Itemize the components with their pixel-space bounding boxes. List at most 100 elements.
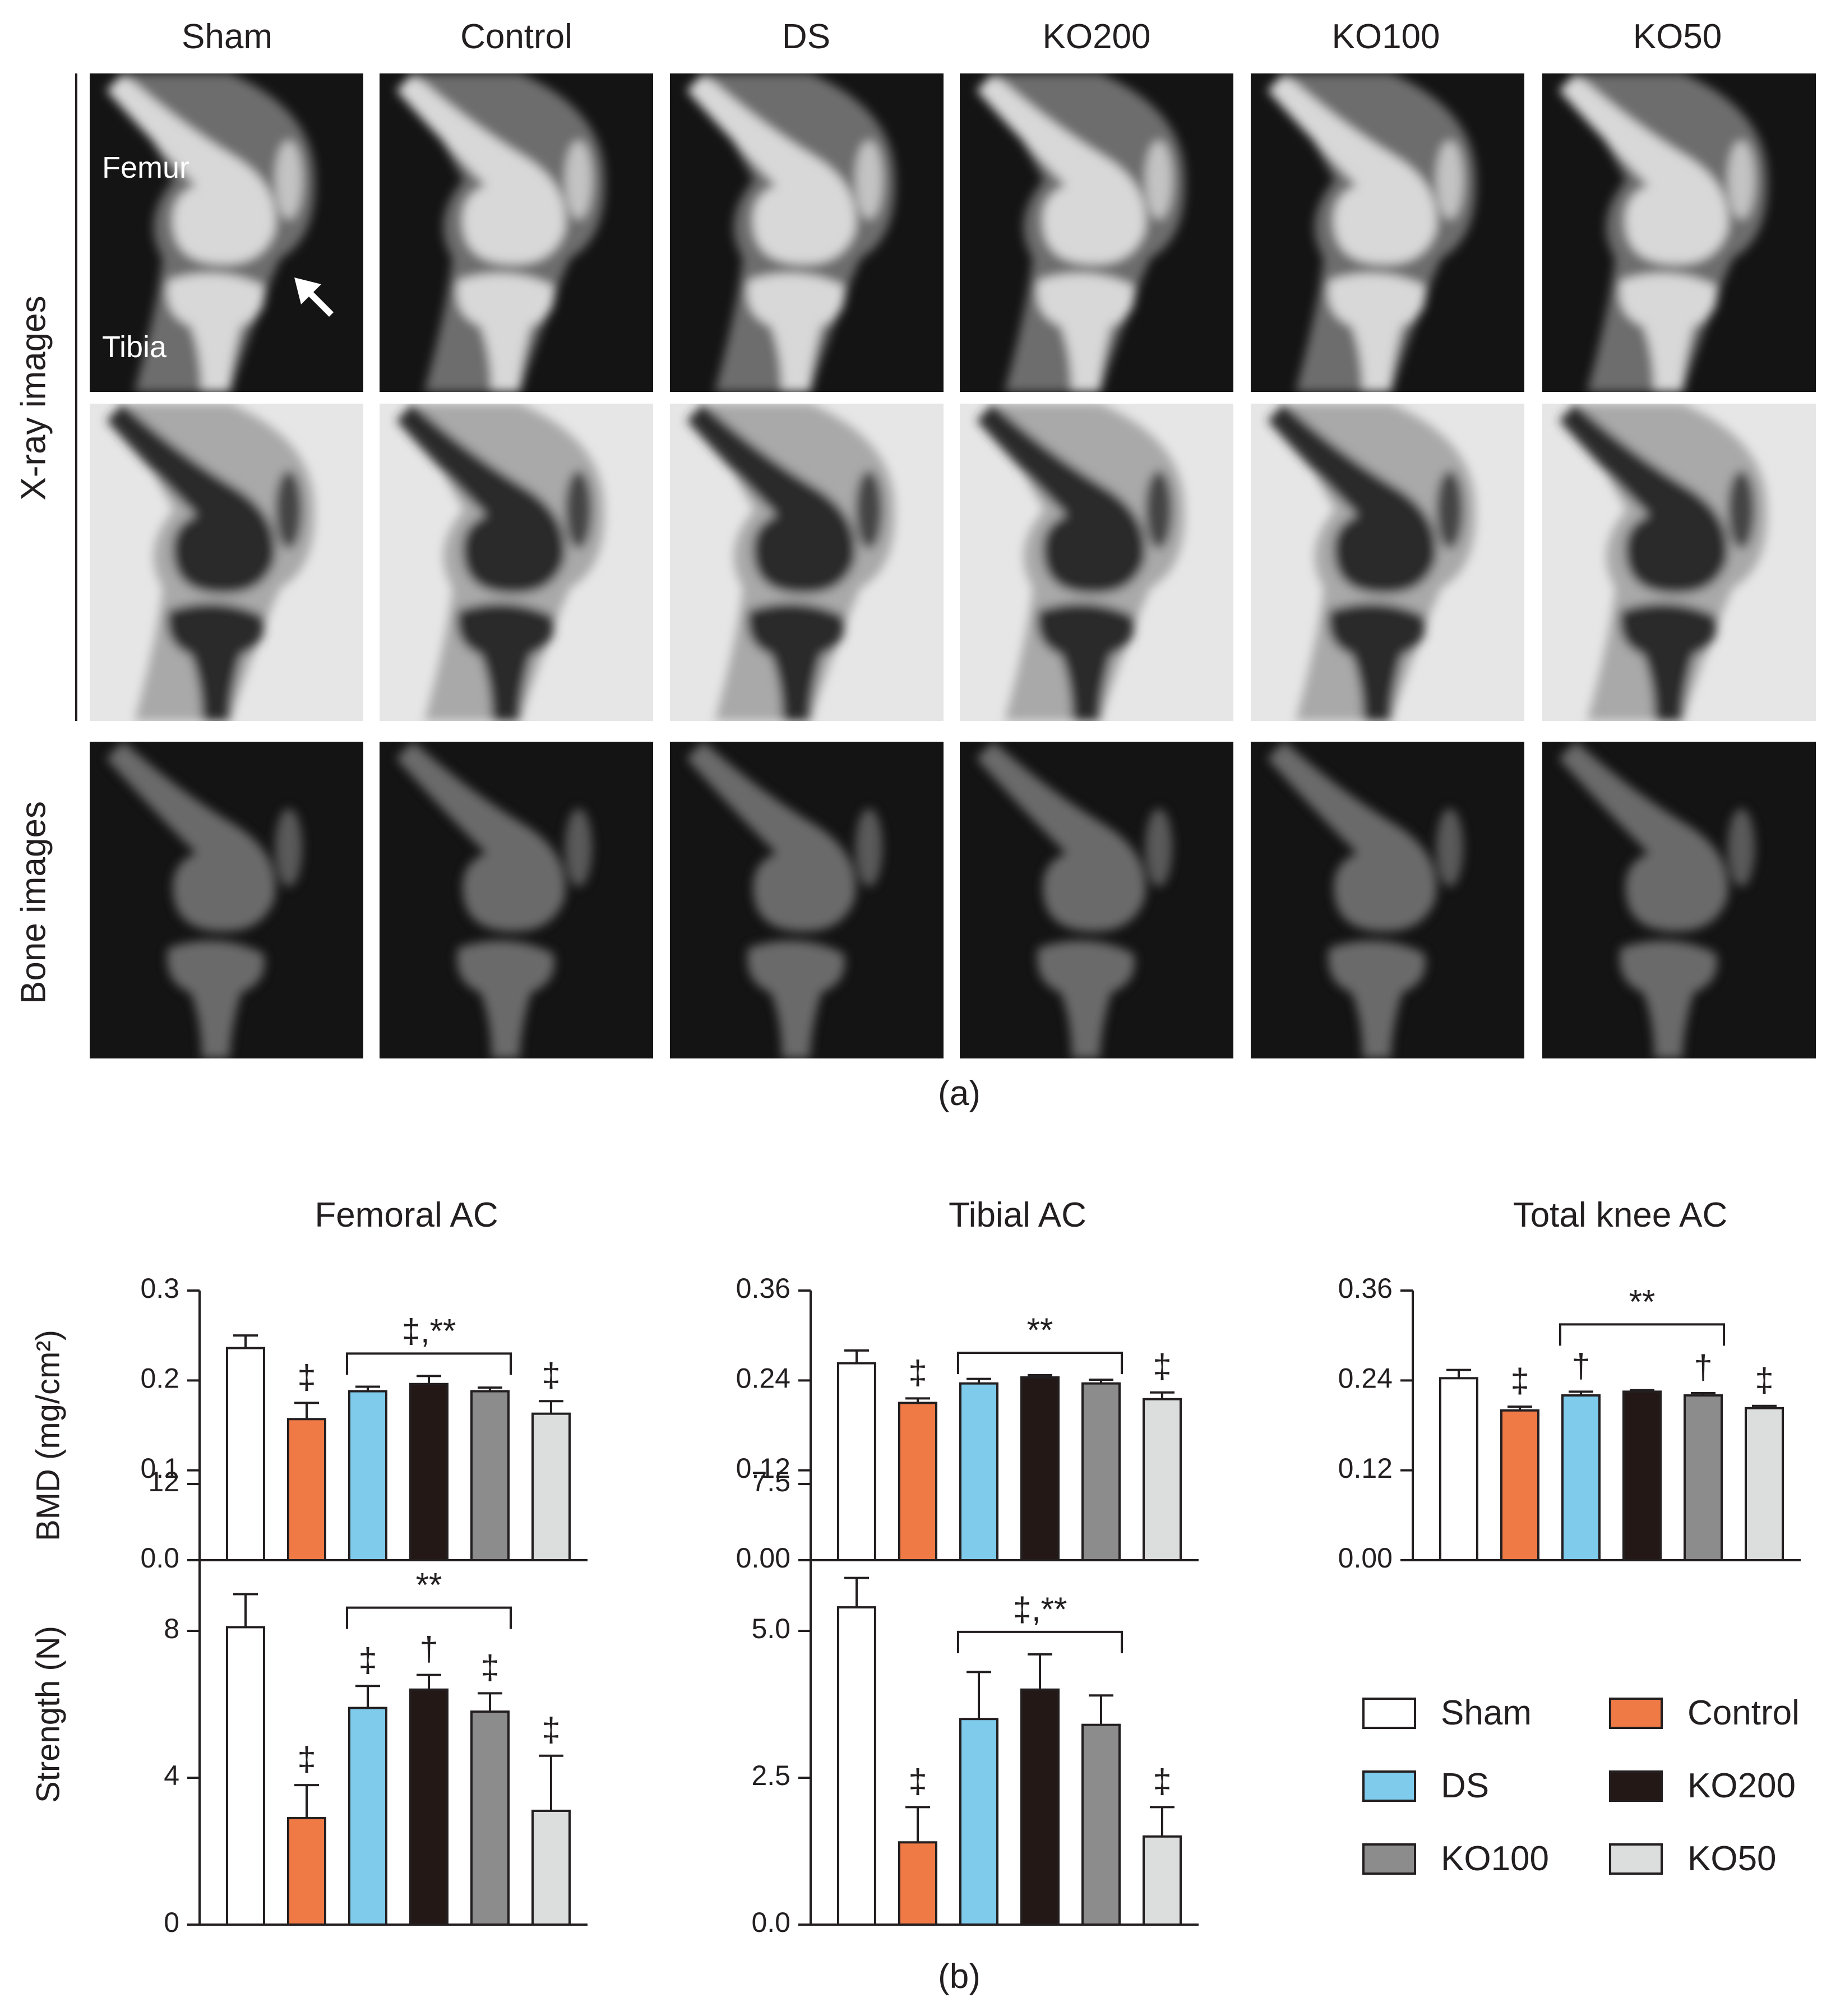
bar-ko100 [1081,1382,1121,1561]
y-tick-label: 2.5 [751,1760,790,1791]
bar-sham [837,1606,876,1926]
y-tick-label: 0.00 [1338,1542,1393,1574]
bar-ko200 [1020,1376,1060,1561]
y-tick-label: 12 [148,1466,179,1497]
bone-image [90,742,363,1058]
y-tick-label: 0.12 [1338,1453,1393,1484]
chart-title: Total knee AC [1513,1196,1728,1234]
y-tick-label: 0.0 [751,1907,790,1938]
bar-control [898,1841,937,1926]
y-tick-label: 0.24 [736,1363,790,1394]
y-tick-label: 5.0 [751,1613,790,1644]
bar-ko200 [409,1382,448,1561]
legend-swatch [1362,1843,1416,1875]
bracket-label: ** [1629,1283,1656,1320]
legend-label: Control [1687,1694,1800,1732]
xray-dark-image [1251,73,1524,392]
bar-ko200 [1622,1390,1662,1561]
y-axis-label: BMD (mg/cm²) [30,1330,66,1541]
significance-mark: ‡ [908,1762,927,1800]
bone-image [670,742,944,1058]
xray-light-image [960,404,1233,721]
bone-image [1542,742,1816,1058]
y-tick-label: 8 [164,1613,179,1644]
bone-image [380,742,653,1058]
legend-swatch [1609,1770,1663,1802]
significance-mark: ‡ [1153,1348,1171,1385]
xray-light-image [1542,404,1816,721]
y-tick-label: 0 [164,1907,179,1938]
bracket-label: ** [416,1566,442,1604]
bar-ko50 [1143,1398,1182,1561]
legend-swatch [1609,1843,1663,1875]
panel-a-tag: (a) [938,1074,981,1113]
significance-mark: ‡ [297,1740,316,1778]
bar-ko200 [409,1688,448,1926]
bracket-label: ** [1027,1311,1053,1349]
legend-item-sham: Sham [1362,1693,1532,1733]
chart-title: Femoral AC [315,1196,498,1234]
xray-light-image [380,404,653,721]
xray-light-image [670,404,944,721]
y-tick-label: 0.3 [140,1273,179,1304]
bar-control [287,1418,326,1561]
femur-annotation: Femur [102,151,190,184]
legend-item-ko200: KO200 [1609,1766,1796,1806]
bar-control [287,1817,326,1926]
significance-bracket [346,1352,512,1375]
arrow-icon [294,278,334,317]
bar-ds [348,1390,387,1561]
bar-ds [959,1718,998,1926]
xray-dark-image [90,73,363,392]
xray-light-image [90,404,363,721]
column-label-sham: Sham [182,17,272,56]
bar-ko100 [1081,1723,1121,1926]
legend-label: DS [1441,1767,1490,1805]
y-tick-label: 0.2 [140,1363,179,1394]
significance-mark: † [1694,1348,1712,1386]
legend-label: KO200 [1687,1767,1796,1805]
xray-dark-image [1542,73,1816,392]
bar-ko100 [1684,1394,1723,1562]
y-tick-label: 4 [164,1760,179,1791]
significance-mark: ‡ [358,1641,377,1679]
legend-item-ds: DS [1362,1766,1489,1806]
significance-bracket [1559,1323,1725,1346]
significance-mark: ‡ [542,1711,560,1749]
column-label-ko200: KO200 [1042,17,1151,56]
y-tick-label: 0.0 [140,1542,179,1574]
column-label-control: Control [460,17,572,56]
chart-title: Tibial AC [949,1196,1086,1234]
y-axis-label: Strength (N) [30,1626,66,1803]
bracket-label: ‡,** [1013,1590,1067,1628]
bracket-label: ‡,** [402,1312,456,1349]
legend-label: KO100 [1441,1839,1550,1878]
bar-ko100 [470,1390,510,1561]
y-tick-label: 0.36 [736,1273,790,1304]
panel-b-tag: (b) [938,1957,981,1996]
y-tick-label: 0.12 [736,1453,790,1484]
tibia-annotation: Tibia [102,330,167,364]
bar-sham [226,1347,265,1561]
bar-ds [348,1707,387,1926]
significance-mark: ‡ [542,1356,560,1394]
y-tick-label: 0.00 [736,1542,790,1574]
significance-bracket [957,1630,1123,1653]
significance-mark: † [419,1630,438,1668]
significance-bracket [957,1351,1123,1374]
bar-ds [959,1382,998,1561]
y-tick-label: 0.36 [1338,1273,1393,1304]
bar-ko100 [470,1710,510,1926]
legend-item-ko100: KO100 [1362,1839,1549,1879]
bar-sham [837,1362,876,1561]
legend-swatch [1362,1770,1416,1802]
xray-dark-image [960,73,1233,392]
bar-ds [1561,1394,1601,1562]
column-label-ko50: KO50 [1633,17,1722,56]
significance-mark: ‡ [1510,1362,1529,1399]
y-tick-label: 7.5 [751,1466,790,1497]
bar-ko50 [531,1809,571,1926]
xray-light-image [1251,404,1524,721]
xray-row-bracket [75,73,77,721]
